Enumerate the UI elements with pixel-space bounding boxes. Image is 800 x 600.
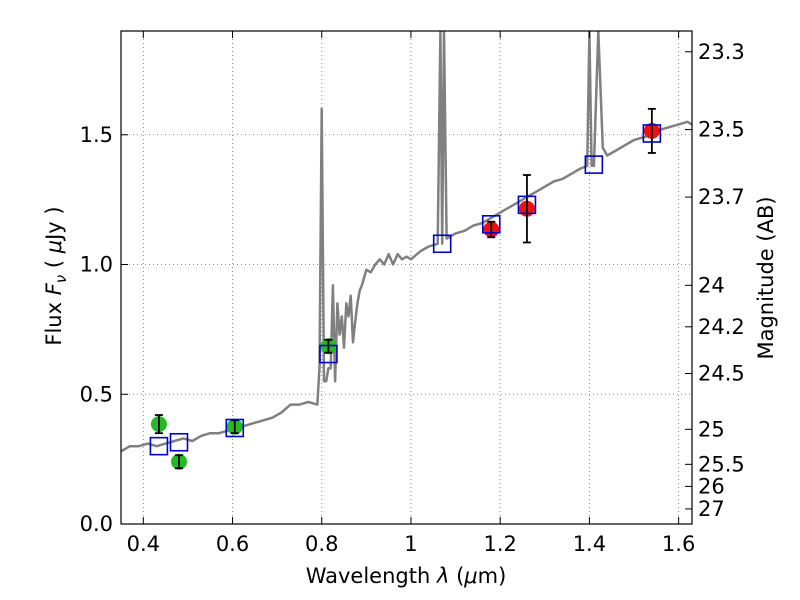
model-spectrum [121, 31, 692, 453]
photometry-square [319, 344, 338, 364]
y-axis-label: Flux Fν ( μJy ) [42, 206, 70, 345]
photometry-square [517, 195, 537, 215]
photometry-square [225, 418, 245, 438]
y2-tick-label: 24.5 [698, 362, 745, 386]
x-axis-label: Wavelength λ (μm) [306, 564, 507, 588]
x-tick-label: 0.4 [127, 532, 160, 556]
y2-tick-label: 24 [698, 273, 725, 297]
y-tick-label: 0.0 [80, 512, 113, 536]
x-tick-label: 1.2 [483, 532, 516, 556]
y2-tick-label: 23.5 [698, 118, 745, 142]
y2-tick-label: 23.7 [698, 185, 745, 209]
x-tick-label: 0.6 [216, 532, 249, 556]
photometry-square [481, 215, 501, 234]
photometry-square [149, 436, 169, 456]
plot-frame [120, 30, 693, 525]
x-tick-label: 1.4 [573, 532, 606, 556]
x-tick-label: 0.8 [305, 532, 338, 556]
y-tick-label: 0.5 [80, 382, 113, 406]
y2-tick-label: 23.3 [698, 40, 745, 64]
y2-tick-label: 25 [698, 417, 725, 441]
model-spectrum-line [121, 31, 692, 453]
y2-tick-label: 27 [698, 497, 725, 521]
y-tick-label: 1.5 [80, 123, 113, 147]
grid [121, 31, 692, 524]
x-tick-label: 1 [404, 532, 417, 556]
y-tick-label: 1.0 [80, 253, 113, 277]
photometry-square [169, 432, 189, 452]
data-points [149, 107, 662, 470]
axis-ticks: 0.4 0.6 0.8 1 1.2 1.4 1.6 0.0 0.5 1.0 1.5 23.3 23.5 2… [80, 31, 745, 556]
y2-tick-label: 25.5 [698, 452, 745, 476]
photometry-square [584, 155, 604, 174]
y2-tick-label: 24.2 [698, 315, 745, 339]
x-tick-label: 1.6 [662, 532, 695, 556]
photometry-square [642, 124, 662, 143]
photometry-square [432, 234, 452, 254]
y2-axis-label: Magnitude (AB) [754, 196, 778, 359]
y2-tick-label: 26 [698, 474, 725, 498]
